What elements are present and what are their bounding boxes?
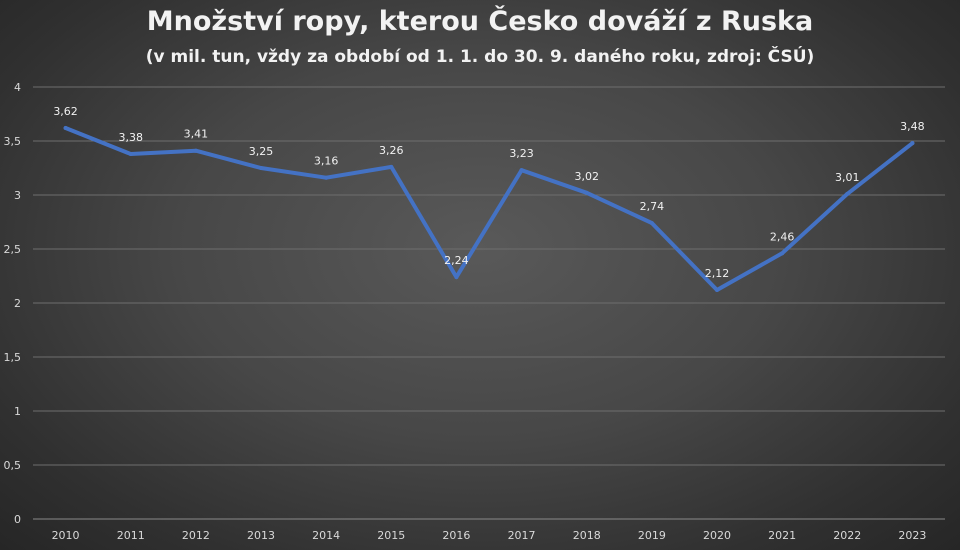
data-label: 3,38 — [118, 131, 143, 144]
x-tick-label: 2022 — [833, 529, 861, 542]
data-label: 2,74 — [640, 200, 665, 213]
data-label: 3,02 — [574, 170, 599, 183]
y-tick-label: 2,5 — [4, 243, 22, 256]
data-label: 3,26 — [379, 144, 404, 157]
series-group — [63, 126, 915, 293]
y-tick-label: 0 — [14, 513, 21, 526]
data-point — [454, 275, 459, 280]
y-axis-tick-labels: 0 0,5 1 1,5 2 2,5 3 3,5 4 — [4, 81, 22, 526]
data-point — [715, 288, 719, 293]
y-tick-label: 0,5 — [4, 459, 22, 472]
x-axis-tick-labels: 2010 2011 2012 2013 2014 2015 2016 2017 2018 2019… — [52, 529, 927, 542]
data-point — [780, 251, 785, 256]
x-tick-label: 2017 — [508, 529, 536, 542]
data-point — [259, 166, 263, 170]
x-tick-label: 2021 — [768, 529, 796, 542]
data-label: 2,12 — [705, 267, 730, 280]
data-point — [389, 164, 394, 169]
data-point — [649, 221, 654, 226]
data-label: 3,16 — [314, 155, 339, 168]
data-label: 3,48 — [900, 120, 925, 133]
data-labels: 3,62 3,38 3,41 3,25 3,16 3,26 2,24 3,23 3,02 2,74… — [53, 105, 924, 280]
x-tick-label: 2020 — [703, 529, 731, 542]
x-tick-label: 2018 — [573, 529, 601, 542]
x-tick-label: 2015 — [377, 529, 405, 542]
x-tick-label: 2023 — [898, 529, 926, 542]
x-tick-label: 2019 — [638, 529, 666, 542]
data-label: 3,41 — [184, 128, 209, 141]
data-point — [193, 148, 198, 153]
data-label: 3,25 — [249, 145, 274, 158]
y-tick-label: 1,5 — [4, 351, 22, 364]
data-label: 2,46 — [770, 230, 795, 243]
data-point — [910, 141, 915, 146]
x-tick-label: 2013 — [247, 529, 275, 542]
data-point — [63, 126, 68, 131]
chart-subtitle: (v mil. tun, vždy za období od 1. 1. do … — [145, 47, 815, 67]
x-tick-label: 2011 — [117, 529, 145, 542]
y-tick-label: 4 — [14, 81, 21, 94]
x-tick-label: 2016 — [442, 529, 470, 542]
y-tick-label: 3,5 — [4, 135, 22, 148]
data-point — [324, 175, 329, 180]
chart-title: Množství ropy, kterou Česko dováží z Rus… — [146, 6, 814, 37]
x-tick-label: 2012 — [182, 529, 210, 542]
data-label: 3,62 — [53, 105, 78, 118]
y-tick-label: 2 — [14, 297, 21, 310]
gridlines — [33, 86, 945, 520]
data-point — [584, 190, 589, 195]
x-tick-label: 2014 — [312, 529, 340, 542]
data-point — [519, 168, 524, 173]
y-tick-label: 1 — [14, 405, 21, 418]
data-label: 3,23 — [509, 147, 534, 160]
data-point — [845, 191, 850, 196]
series-line — [63, 126, 915, 292]
data-label: 3,01 — [835, 171, 860, 184]
x-tick-label: 2010 — [52, 529, 80, 542]
data-label: 2,24 — [444, 254, 469, 267]
y-tick-label: 3 — [14, 189, 21, 202]
data-point — [128, 151, 133, 156]
